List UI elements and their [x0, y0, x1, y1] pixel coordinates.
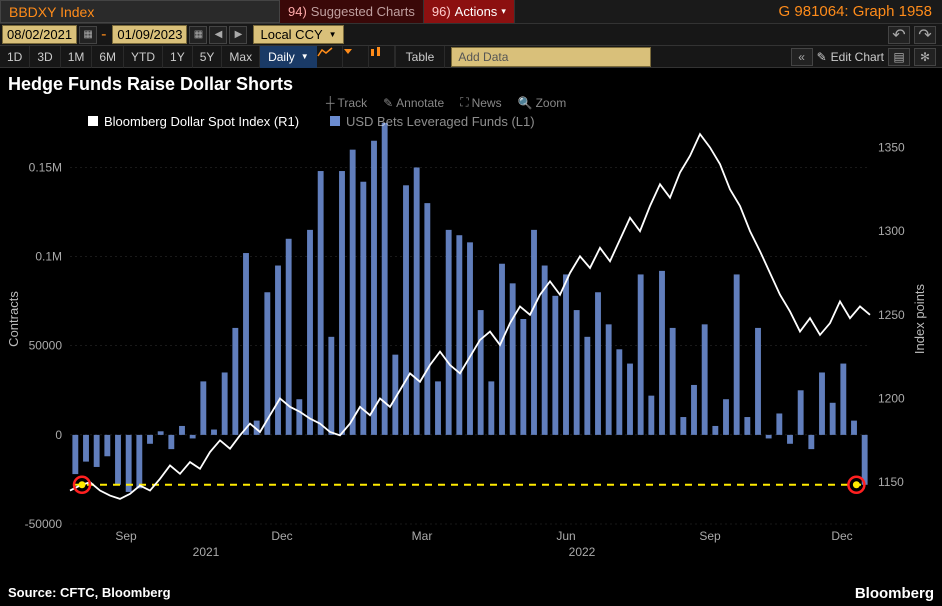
svg-text:1350: 1350 [878, 140, 905, 154]
svg-text:Bloomberg Dollar Spot Index (: Bloomberg Dollar Spot Index (R1) [104, 114, 299, 129]
ticker-input[interactable]: BBDXY Index [0, 0, 280, 23]
candle-chart-icon[interactable] [369, 46, 395, 68]
range-3d[interactable]: 3D [30, 46, 60, 68]
svg-text:1200: 1200 [878, 391, 905, 405]
frequency-select[interactable]: Daily [260, 46, 317, 68]
undo-icon[interactable]: ↶ [888, 26, 910, 44]
svg-text:Dec: Dec [831, 529, 852, 543]
chart-type-dropdown-icon[interactable] [343, 46, 369, 68]
range-1y[interactable]: 1Y [163, 46, 193, 68]
range-5y[interactable]: 5Y [193, 46, 223, 68]
range-ytd[interactable]: YTD [124, 46, 163, 68]
svg-text:0.1M: 0.1M [35, 250, 62, 264]
svg-text:Jun: Jun [556, 529, 575, 543]
edit-chart-button[interactable]: ✎Edit Chart [817, 50, 884, 64]
chart-overlay-tools: ┼Track ✎Annotate ⛶News 🔍Zoom [320, 94, 572, 111]
settings-icon[interactable]: ✻ [914, 48, 936, 66]
date-from-input[interactable]: 08/02/2021 [2, 25, 77, 44]
date-to-input[interactable]: 01/09/2023 [112, 25, 187, 44]
svg-text:-50000: -50000 [25, 517, 63, 531]
svg-text:Index points: Index points [912, 283, 927, 354]
redo-icon[interactable]: ↷ [914, 26, 936, 44]
zoom-button[interactable]: 🔍Zoom [512, 94, 573, 111]
chart-area[interactable]: -50000 0 50000 0.1M 0.15M 1150 1200 1250 1300 135… [0, 94, 942, 578]
svg-text:2021: 2021 [193, 545, 220, 559]
date-prev-icon[interactable]: ◀ [209, 26, 227, 44]
svg-text:Sep: Sep [699, 529, 721, 543]
range-1d[interactable]: 1D [0, 46, 30, 68]
svg-text:Dec: Dec [271, 529, 292, 543]
svg-text:50000: 50000 [29, 339, 63, 353]
svg-text:USD Bets Leveraged Funds (L1): USD Bets Leveraged Funds (L1) [346, 114, 535, 129]
svg-text:Contracts: Contracts [6, 291, 21, 347]
svg-text:0: 0 [55, 428, 62, 442]
svg-text:1300: 1300 [878, 224, 905, 238]
chart-title: Hedge Funds Raise Dollar Shorts [0, 68, 942, 95]
track-button[interactable]: ┼Track [320, 94, 373, 111]
range-max[interactable]: Max [222, 46, 260, 68]
chart-svg: -50000 0 50000 0.1M 0.15M 1150 1200 1250 1300 135… [0, 94, 942, 578]
graph-id-label: G 981064: Graph 1958 [769, 0, 942, 23]
date-to-picker-icon[interactable]: ▦ [189, 26, 207, 44]
svg-text:Mar: Mar [412, 529, 433, 543]
annotate-button[interactable]: ✎Annotate [377, 94, 450, 111]
date-next-icon[interactable]: ▶ [229, 26, 247, 44]
layout-icon[interactable]: ▤ [888, 48, 910, 66]
news-button[interactable]: ⛶News [454, 94, 507, 111]
svg-text:Sep: Sep [115, 529, 137, 543]
svg-text:2022: 2022 [569, 545, 596, 559]
add-data-input[interactable]: Add Data [451, 47, 651, 67]
actions-tab[interactable]: 96)Actions▾ [424, 0, 515, 23]
table-button[interactable]: Table [395, 46, 446, 68]
date-from-picker-icon[interactable]: ▦ [79, 26, 97, 44]
range-buttons: 1D3D1M6MYTD1Y5YMax [0, 46, 260, 68]
brand-label: Bloomberg [855, 585, 934, 602]
line-chart-icon[interactable] [317, 46, 343, 68]
source-label: Source: CFTC, Bloomberg [8, 585, 171, 602]
collapse-icon[interactable]: « [791, 48, 813, 66]
svg-text:0.15M: 0.15M [29, 160, 62, 174]
ticker-text: BBDXY Index [9, 4, 94, 20]
range-1m[interactable]: 1M [61, 46, 93, 68]
currency-select[interactable]: Local CCY▼ [253, 25, 343, 44]
range-6m[interactable]: 6M [92, 46, 124, 68]
svg-text:1250: 1250 [878, 308, 905, 322]
svg-text:1150: 1150 [878, 475, 904, 489]
suggested-charts-tab[interactable]: 94)Suggested Charts [280, 0, 424, 23]
